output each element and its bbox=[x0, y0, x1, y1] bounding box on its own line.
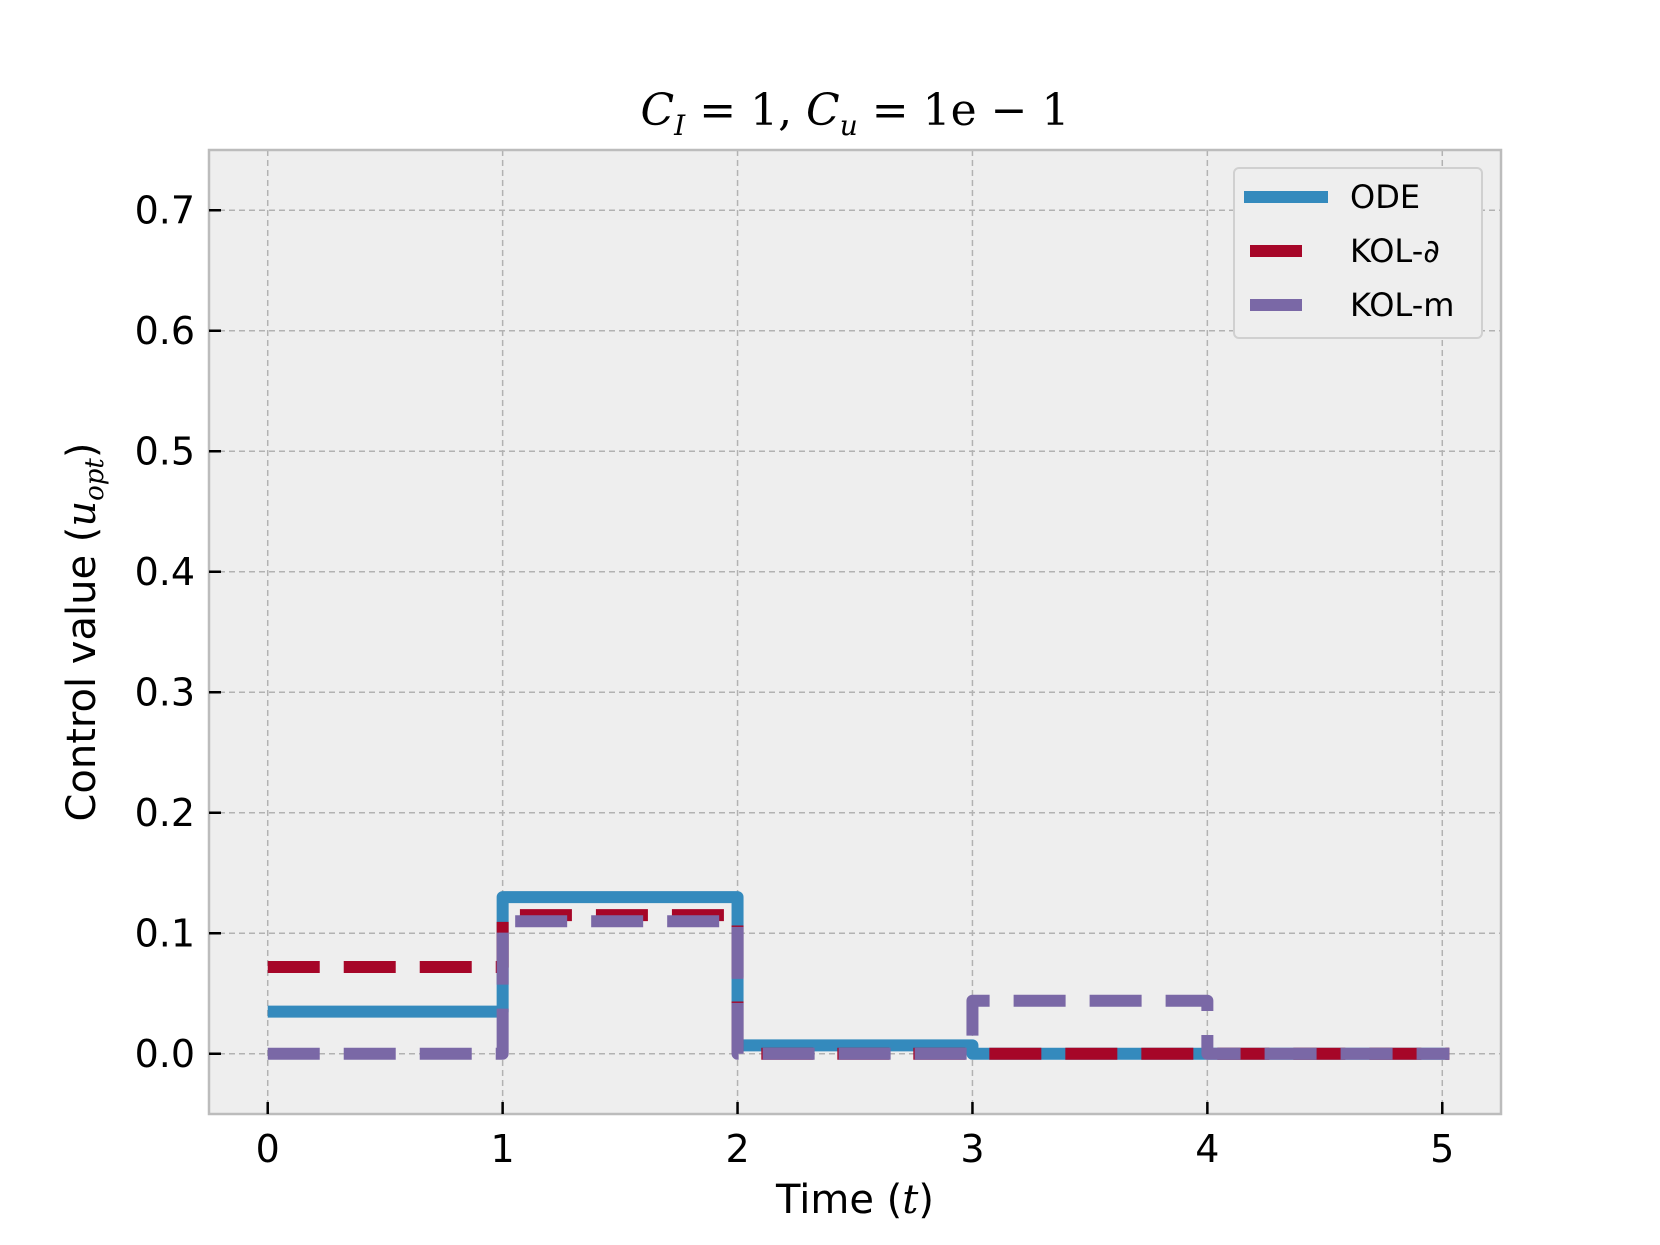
xlabel-var: t bbox=[902, 1177, 919, 1223]
series-line-kolm bbox=[267, 915, 1450, 1060]
xlabel-text: Time ( bbox=[775, 1177, 902, 1223]
title-s1: I bbox=[673, 109, 686, 142]
y-tick-label: 0.0 bbox=[135, 1032, 195, 1076]
x-tick-label: 5 bbox=[1430, 1127, 1454, 1171]
y-tick-label: 0.3 bbox=[135, 670, 195, 714]
ylabel-sub: opt bbox=[80, 458, 110, 501]
legend-label: KOL-m bbox=[1350, 286, 1454, 324]
x-tick-label: 1 bbox=[491, 1127, 515, 1171]
title-eq2: = 1e − 1 bbox=[858, 85, 1070, 136]
ylabel-text: Control value ( bbox=[59, 527, 105, 822]
y-tick-label: 0.2 bbox=[135, 791, 195, 835]
title-c2: C bbox=[806, 85, 840, 136]
title-c1: C bbox=[641, 85, 675, 136]
series-lines bbox=[267, 891, 1450, 1060]
y-tick-label: 0.7 bbox=[135, 188, 195, 232]
x-tick-label: 0 bbox=[256, 1127, 280, 1171]
grid bbox=[209, 150, 1501, 1114]
title-s2: u bbox=[840, 109, 858, 142]
y-tick-label: 0.1 bbox=[135, 911, 195, 955]
legend-label: KOL-∂ bbox=[1350, 232, 1440, 270]
y-tick-label: 0.4 bbox=[135, 550, 195, 594]
legend-label: ODE bbox=[1350, 178, 1420, 216]
plot-frame bbox=[207, 148, 1503, 1116]
legend-frame bbox=[1233, 167, 1483, 339]
legend: ODE KOL-∂ KOL-m bbox=[1233, 167, 1483, 339]
x-tick-label: 3 bbox=[960, 1127, 984, 1171]
ylabel-var: u bbox=[59, 501, 105, 527]
ylabel-close: ) bbox=[59, 442, 105, 458]
y-axis-label: Control value (uopt) bbox=[59, 442, 110, 821]
xlabel-close: ) bbox=[918, 1177, 934, 1223]
chart-title: CI = 1, Cu = 1e − 1 bbox=[641, 85, 1070, 142]
x-tick-label: 2 bbox=[725, 1127, 749, 1171]
x-tick-label: 4 bbox=[1195, 1127, 1219, 1171]
y-tick-label: 0.5 bbox=[135, 429, 195, 473]
title-eq1: = 1, bbox=[685, 85, 806, 136]
y-tick-label: 0.6 bbox=[135, 309, 195, 353]
ticks: 0 1 2 3 4 5 0.0 0.1 0.2 0.3 0.4 0.5 0.6 0.7 bbox=[135, 188, 1455, 1171]
x-axis-label: Time (t) bbox=[775, 1177, 934, 1223]
